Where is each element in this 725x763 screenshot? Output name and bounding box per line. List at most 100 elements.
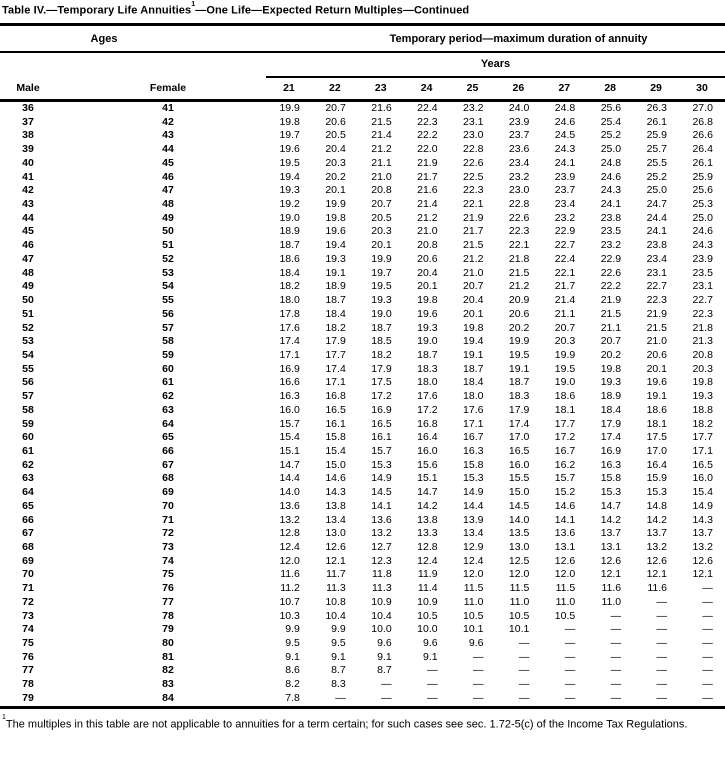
- multiple-value-cell: 21.8: [508, 252, 530, 265]
- male-age-cell: 69: [22, 554, 34, 567]
- male-age-cell: 48: [22, 266, 34, 279]
- multiple-value-cell: 22.3: [692, 307, 713, 320]
- multiple-value-cell: 12.4: [279, 541, 300, 553]
- multiple-value-cell: 11.6: [601, 582, 622, 595]
- multiple-value-cell: 22.5: [463, 170, 484, 183]
- multiple-value-cell: 16.9: [279, 362, 300, 375]
- male-age-cell: 66: [22, 513, 34, 526]
- multiple-value-cell: 18.3: [417, 362, 438, 375]
- multiple-value-cell: 21.2: [417, 211, 438, 224]
- multiple-value-cell: 15.7: [554, 472, 576, 485]
- multiple-value-cell: —: [335, 691, 346, 704]
- multiple-value-cell: 9.5: [331, 637, 346, 650]
- multiple-value-cell: 12.1: [646, 568, 668, 581]
- multiple-value-cell: 11.5: [555, 582, 576, 595]
- table-title: Table IV.—Temporary Life Annuities1—One …: [0, 0, 725, 23]
- table-row: 75 80 9.5 9.5 9.6 9.6 9.6 — — — — —: [0, 637, 725, 651]
- male-age-cell: 75: [22, 637, 34, 650]
- table-row: 62 67 14.7 15.0 15.3 15.6 15.8 16.0 16.2 16.3 16.4…: [0, 459, 725, 473]
- female-age-cell: 84: [162, 691, 174, 704]
- table-row: 52 57 17.6 18.2 18.7 19.3 19.8 20.2 20.7 21.1 21.5…: [0, 322, 725, 336]
- temporary-period-column-group-header: Temporary period—maximum duration of ann…: [389, 32, 648, 45]
- multiple-value-cell: 12.0: [463, 568, 484, 581]
- multiple-value-cell: 19.6: [417, 307, 438, 320]
- multiple-value-cell: 21.7: [554, 280, 576, 293]
- multiple-value-cell: 23.1: [692, 280, 713, 293]
- multiple-value-cell: 18.7: [279, 239, 300, 252]
- multiple-value-cell: 14.6: [554, 499, 576, 512]
- multiple-value-cell: 16.6: [279, 376, 300, 389]
- female-age-cell: 50: [162, 225, 174, 238]
- male-age-cell: 44: [22, 211, 34, 224]
- multiple-value-cell: —: [472, 691, 484, 704]
- multiple-value-cell: 15.4: [692, 486, 713, 499]
- multiple-value-cell: 24.0: [508, 102, 530, 114]
- multiple-value-cell: 19.3: [417, 321, 438, 334]
- multiple-value-cell: 20.1: [463, 307, 484, 320]
- multiple-value-cell: 19.6: [646, 376, 668, 389]
- multiple-value-cell: 17.4: [600, 431, 622, 444]
- multiple-value-cell: 11.7: [326, 568, 346, 581]
- table-row: 37 42 19.8 20.6 21.5 22.3 23.1 23.9 24.6 25.4 26.1…: [0, 116, 725, 130]
- multiple-value-cell: 14.3: [692, 513, 713, 526]
- multiple-value-cell: 25.0: [600, 143, 622, 156]
- multiple-value-cell: 22.9: [554, 225, 576, 238]
- column-header-year-30: 30: [696, 82, 708, 94]
- multiple-value-cell: 17.8: [279, 307, 300, 320]
- table-row: 45 50 18.9 19.6 20.3 21.0 21.7 22.3 22.9 23.5 24.1…: [0, 225, 725, 239]
- multiple-value-cell: 19.2: [279, 198, 300, 211]
- multiple-value-cell: 19.5: [554, 362, 576, 375]
- multiple-value-cell: 23.9: [554, 170, 576, 183]
- multiple-value-cell: 16.3: [279, 390, 300, 403]
- multiple-value-cell: 16.3: [463, 444, 484, 457]
- multiple-value-cell: 12.6: [692, 554, 713, 567]
- table-row: 72 77 10.7 10.8 10.9 10.9 11.0 11.0 11.0 11.0 — —: [0, 596, 725, 610]
- multiple-value-cell: 23.7: [554, 184, 576, 197]
- female-age-cell: 48: [162, 198, 174, 211]
- multiple-value-cell: 16.8: [417, 417, 438, 430]
- multiple-value-cell: 10.1: [463, 623, 484, 636]
- multiple-value-cell: 23.1: [646, 266, 668, 279]
- female-age-cell: 57: [162, 321, 174, 334]
- multiple-value-cell: 19.8: [692, 376, 713, 389]
- multiple-value-cell: 16.5: [508, 444, 530, 457]
- multiple-value-cell: 27.0: [692, 102, 713, 114]
- female-age-cell: 43: [162, 129, 174, 142]
- multiple-value-cell: 11.0: [509, 595, 530, 608]
- male-age-cell: 55: [22, 362, 34, 375]
- multiple-value-cell: 11.0: [601, 595, 622, 608]
- multiple-value-cell: 19.3: [371, 294, 392, 307]
- multiple-value-cell: —: [702, 609, 713, 622]
- table-row: 56 61 16.6 17.1 17.5 18.0 18.4 18.7 19.0 19.3 19.6…: [0, 376, 725, 390]
- table-row: 43 48 19.2 19.9 20.7 21.4 22.1 22.8 23.4 24.1 24.7…: [0, 198, 725, 212]
- multiple-value-cell: 14.6: [325, 472, 346, 485]
- multiple-value-cell: 20.2: [325, 170, 346, 183]
- multiple-value-cell: 17.6: [463, 403, 484, 416]
- table-row: 39 44 19.6 20.4 21.2 22.0 22.8 23.6 24.3 25.0 25.7…: [0, 143, 725, 157]
- multiple-value-cell: 21.6: [417, 184, 438, 197]
- column-header-year-23: 23: [374, 82, 387, 94]
- multiple-value-cell: 10.5: [417, 609, 438, 622]
- multiple-value-cell: 14.1: [554, 513, 576, 526]
- male-age-cell: 72: [22, 595, 34, 608]
- multiple-value-cell: 19.8: [463, 321, 484, 334]
- multiple-value-cell: 17.6: [417, 390, 438, 403]
- multiple-value-cell: 15.1: [279, 444, 300, 457]
- multiple-value-cell: 13.0: [508, 541, 530, 553]
- multiple-value-cell: 25.3: [692, 198, 713, 211]
- multiple-value-cell: 24.3: [554, 143, 576, 156]
- multiple-value-cell: 8.2: [285, 678, 300, 691]
- female-age-cell: 73: [162, 541, 174, 553]
- multiple-value-cell: 22.7: [646, 280, 668, 293]
- footnote-marker: 1: [2, 714, 6, 722]
- multiple-value-cell: 23.4: [646, 252, 668, 265]
- multiple-value-cell: 10.0: [371, 623, 392, 636]
- table-title-footnote-marker: 1: [191, 0, 196, 8]
- multiple-value-cell: 17.1: [279, 348, 300, 361]
- male-age-cell: 52: [22, 321, 34, 334]
- multiple-value-cell: 16.5: [371, 417, 392, 430]
- multiple-value-cell: 18.0: [463, 390, 484, 403]
- footnote-text: The multiples in this table are not appl…: [5, 718, 688, 731]
- table-row: 63 68 14.4 14.6 14.9 15.1 15.3 15.5 15.7 15.8 15.9…: [0, 472, 725, 486]
- multiple-value-cell: 19.3: [325, 252, 346, 265]
